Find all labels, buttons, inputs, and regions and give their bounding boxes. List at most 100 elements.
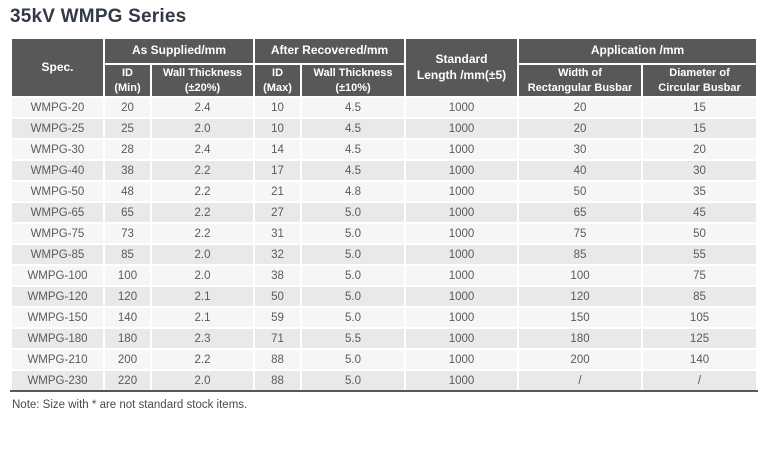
value-cell: 5.0	[300, 348, 407, 371]
value-cell: 1000	[404, 243, 520, 266]
col-group-as-supplied: As Supplied/mm	[102, 37, 256, 65]
value-cell: 140	[641, 348, 759, 371]
value-cell: 1000	[404, 96, 520, 119]
spec-cell: WMPG-20	[10, 96, 105, 119]
value-cell: 1000	[404, 138, 520, 161]
spec-cell: WMPG-150	[10, 306, 105, 329]
value-cell: 59	[253, 306, 303, 329]
value-cell: 1000	[404, 285, 520, 308]
value-cell: 5.0	[300, 222, 407, 245]
value-cell: 10	[253, 117, 303, 140]
value-cell: 200	[103, 348, 152, 371]
value-cell: 40	[517, 159, 644, 182]
value-cell: 4.5	[300, 96, 407, 119]
spec-cell: WMPG-50	[10, 180, 105, 203]
value-cell: 180	[103, 327, 152, 350]
spec-cell: WMPG-25	[10, 117, 105, 140]
value-cell: 32	[253, 243, 303, 266]
col-header-diameter-circ-busbar: Diameter of Circular Busbar	[641, 63, 759, 98]
value-cell: 4.5	[300, 138, 407, 161]
value-cell: 1000	[404, 201, 520, 224]
value-cell: 2.2	[149, 180, 256, 203]
spec-cell: WMPG-100	[10, 264, 105, 287]
table-body: WMPG-20 20 2.4 10 4.5 1000 20 15 WMPG-25 25 2.0 10 4…	[10, 96, 759, 392]
value-cell: 85	[641, 285, 759, 308]
value-cell: 5.0	[300, 243, 407, 266]
spec-cell: WMPG-120	[10, 285, 105, 308]
col-header-wall-thickness-10: Wall Thickness (±10%)	[300, 63, 407, 98]
value-cell: 1000	[404, 264, 520, 287]
value-cell: 30	[517, 138, 644, 161]
footnote: Note: Size with * are not standard stock…	[12, 399, 248, 411]
spec-cell: WMPG-230	[10, 369, 105, 392]
value-cell: 5.0	[300, 264, 407, 287]
table-row: WMPG-75 73 2.2 31 5.0 1000 75 50	[10, 222, 759, 245]
value-cell: 25	[103, 117, 152, 140]
value-cell: 2.0	[149, 243, 256, 266]
value-cell: 20	[103, 96, 152, 119]
table-row: WMPG-120 120 2.1 50 5.0 1000 120 85	[10, 285, 759, 308]
table-row: WMPG-65 65 2.2 27 5.0 1000 65 45	[10, 201, 759, 224]
spec-table: Spec. As Supplied/mm After Recovered/mm …	[10, 37, 759, 392]
col-header-id-min: ID (Min)	[103, 63, 152, 98]
value-cell: 2.4	[149, 96, 256, 119]
value-cell: 50	[517, 180, 644, 203]
value-cell: 120	[103, 285, 152, 308]
value-cell: 2.3	[149, 327, 256, 350]
value-cell: 120	[517, 285, 644, 308]
table-row: WMPG-85 85 2.0 32 5.0 1000 85 55	[10, 243, 759, 266]
value-cell: 21	[253, 180, 303, 203]
value-cell: 2.4	[149, 138, 256, 161]
spec-cell: WMPG-65	[10, 201, 105, 224]
value-cell: 105	[641, 306, 759, 329]
value-cell: 1000	[404, 180, 520, 203]
table-row: WMPG-150 140 2.1 59 5.0 1000 150 105	[10, 306, 759, 329]
value-cell: 5.0	[300, 369, 407, 392]
value-cell: 75	[517, 222, 644, 245]
value-cell: 48	[103, 180, 152, 203]
table-row: WMPG-20 20 2.4 10 4.5 1000 20 15	[10, 96, 759, 119]
table-row: WMPG-50 48 2.2 21 4.8 1000 50 35	[10, 180, 759, 203]
col-header-spec: Spec.	[10, 37, 105, 98]
value-cell: 1000	[404, 369, 520, 392]
value-cell: 71	[253, 327, 303, 350]
col-group-after-recovered: After Recovered/mm	[253, 37, 407, 65]
value-cell: 17	[253, 159, 303, 182]
value-cell: 4.5	[300, 117, 407, 140]
value-cell: 200	[517, 348, 644, 371]
table-row: WMPG-180 180 2.3 71 5.5 1000 180 125	[10, 327, 759, 350]
spec-cell: WMPG-75	[10, 222, 105, 245]
value-cell: 45	[641, 201, 759, 224]
table-header: Spec. As Supplied/mm After Recovered/mm …	[10, 37, 759, 98]
value-cell: 4.8	[300, 180, 407, 203]
value-cell: 2.2	[149, 348, 256, 371]
value-cell: /	[517, 369, 644, 392]
table-row: WMPG-230 220 2.0 88 5.0 1000//	[10, 369, 759, 392]
value-cell: 14	[253, 138, 303, 161]
table-row: WMPG-100 100 2.0 38 5.0 1000 100 75	[10, 264, 759, 287]
value-cell: 20	[517, 117, 644, 140]
value-cell: 50	[641, 222, 759, 245]
value-cell: 85	[517, 243, 644, 266]
value-cell: 125	[641, 327, 759, 350]
value-cell: 100	[103, 264, 152, 287]
value-cell: 65	[103, 201, 152, 224]
value-cell: 85	[103, 243, 152, 266]
col-header-width-rect-busbar: Width of Rectangular Busbar	[517, 63, 644, 98]
col-header-id-max: ID (Max)	[253, 63, 303, 98]
value-cell: 150	[517, 306, 644, 329]
value-cell: 180	[517, 327, 644, 350]
value-cell: 15	[641, 117, 759, 140]
value-cell: 5.0	[300, 306, 407, 329]
table-row: WMPG-25 25 2.0 10 4.5 1000 20 15	[10, 117, 759, 140]
value-cell: 140	[103, 306, 152, 329]
value-cell: 88	[253, 369, 303, 392]
value-cell: /	[641, 369, 759, 392]
value-cell: 28	[103, 138, 152, 161]
value-cell: 2.2	[149, 159, 256, 182]
value-cell: 20	[641, 138, 759, 161]
value-cell: 1000	[404, 159, 520, 182]
table-row: WMPG-30 28 2.4 14 4.5 1000 30 20	[10, 138, 759, 161]
value-cell: 30	[641, 159, 759, 182]
col-header-standard-length: Standard Length /mm(±5)	[404, 37, 520, 98]
